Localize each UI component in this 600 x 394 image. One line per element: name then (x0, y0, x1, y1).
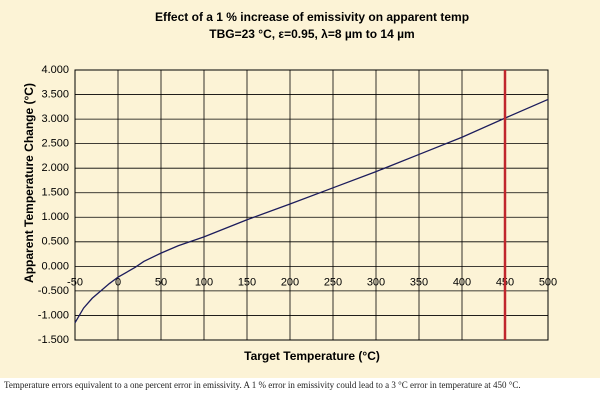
y-tick-label: 2.000 (41, 162, 69, 174)
x-tick-label: 350 (410, 276, 428, 288)
x-tick-label: 400 (453, 276, 471, 288)
y-tick-label: -1.000 (38, 309, 69, 321)
y-axis-label: Apparent Temperature Change (°C) (22, 83, 36, 283)
x-tick-label: 300 (367, 276, 385, 288)
x-tick-label: 0 (115, 276, 121, 288)
y-tick-label: 0.000 (41, 260, 69, 272)
x-tick-label: 500 (539, 276, 557, 288)
y-tick-label: 2.500 (41, 138, 69, 150)
chart-subtitle: TBG=23 °C, ε=0.95, λ=8 µm to 14 µm (209, 27, 414, 41)
x-tick-label: 150 (238, 276, 256, 288)
x-tick-label: 50 (155, 276, 167, 288)
y-tick-label: -1.500 (38, 334, 69, 346)
data-line (74, 98, 549, 324)
y-tick-label: 3.500 (41, 88, 69, 100)
y-tick-label: 3.000 (41, 113, 69, 125)
y-tick-label: 1.000 (41, 211, 69, 223)
x-tick-label: 200 (281, 276, 299, 288)
panel (0, 0, 600, 378)
x-tick-label: 100 (195, 276, 213, 288)
x-tick-label: 250 (324, 276, 342, 288)
y-tick-label: 0.500 (41, 236, 69, 248)
caption: Temperature errors equivalent to a one p… (4, 380, 521, 390)
y-tick-label: 1.500 (41, 187, 69, 199)
chart: Effect of a 1 % increase of emissivity o… (0, 0, 600, 378)
y-tick-label: 4.000 (41, 64, 69, 76)
y-tick-label: -0.500 (38, 285, 69, 297)
x-tick-label: -50 (67, 276, 83, 288)
chart-title: Effect of a 1 % increase of emissivity o… (155, 10, 469, 24)
x-axis-label: Target Temperature (°C) (244, 349, 380, 363)
